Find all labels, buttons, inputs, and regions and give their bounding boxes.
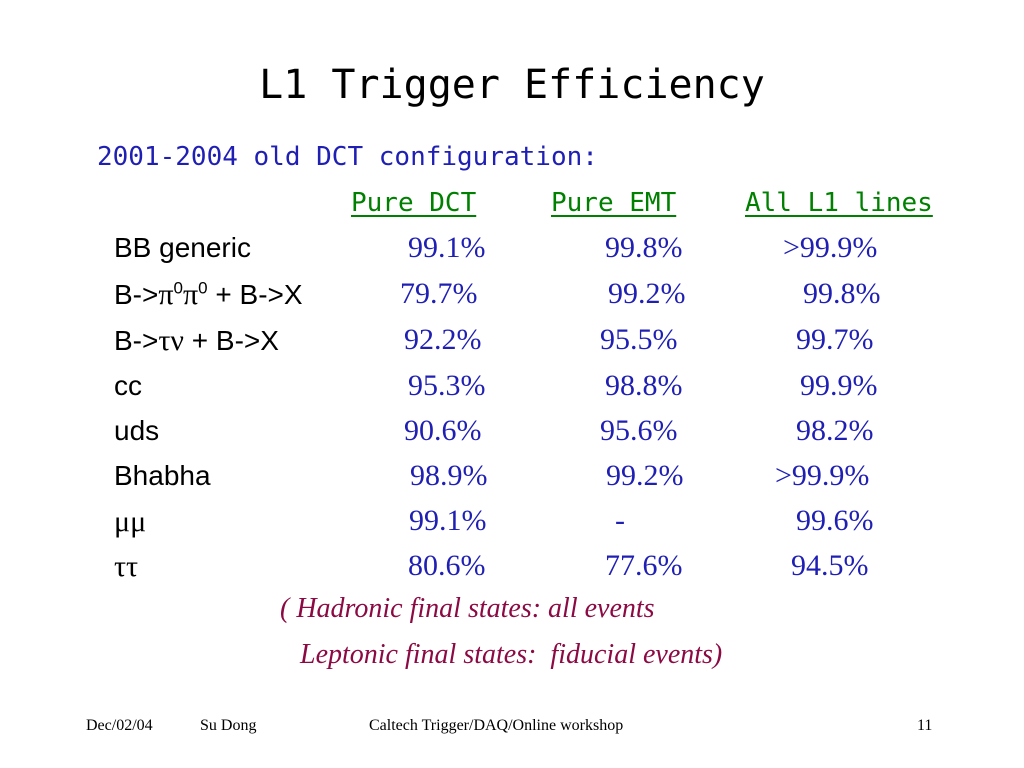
row-label-bhabha: Bhabha <box>114 460 211 491</box>
footer-author: Su Dong <box>200 717 257 734</box>
value-b-pi0pi0-all-l1: 99.8% <box>803 277 881 310</box>
row-label-b-taunu: B->τν + B->X <box>114 324 279 358</box>
footer-event: Caltech Trigger/DAQ/Online workshop <box>369 717 624 734</box>
value-bhabha-all-l1: >99.9% <box>775 459 870 492</box>
value-b-taunu-all-l1: 99.7% <box>796 323 874 356</box>
value-mumu-pure-dct: 99.1% <box>409 504 487 537</box>
note-leptonic: Leptonic final states: fiducial events) <box>300 639 723 670</box>
value-cc-pure-dct: 95.3% <box>408 369 486 402</box>
value-bb-generic-pure-emt: 99.8% <box>605 231 683 264</box>
value-b-taunu-pure-dct: 92.2% <box>404 323 482 356</box>
value-b-pi0pi0-pure-emt: 99.2% <box>608 277 686 310</box>
value-uds-pure-emt: 95.6% <box>600 414 678 447</box>
pi-symbol: π <box>158 278 174 311</box>
column-header-pure-emt: Pure EMT <box>551 188 677 218</box>
tau-nu-symbol: τν <box>158 324 184 357</box>
row-label-bb-generic: BB generic <box>114 232 251 263</box>
superscript-zero: 0 <box>198 278 208 298</box>
label-part: B-> <box>114 325 159 356</box>
value-uds-pure-dct: 90.6% <box>404 414 482 447</box>
row-label-tautau: ττ <box>114 550 139 583</box>
label-part: + B->X <box>207 279 303 310</box>
value-bb-generic-pure-dct: 99.1% <box>408 231 486 264</box>
footer-page-number: 11 <box>917 717 933 734</box>
subtitle: 2001-2004 old DCT configuration: <box>97 142 598 172</box>
value-bhabha-pure-dct: 98.9% <box>410 459 488 492</box>
column-header-pure-dct: Pure DCT <box>351 188 477 218</box>
value-cc-pure-emt: 98.8% <box>605 369 683 402</box>
row-label-b-pi0pi0: B->π0π0 + B->X <box>114 278 303 312</box>
superscript-zero: 0 <box>173 278 183 298</box>
value-mumu-all-l1: 99.6% <box>796 504 874 537</box>
value-bb-generic-all-l1: >99.9% <box>783 231 878 264</box>
value-mumu-pure-emt: - <box>615 504 625 537</box>
footer-date: Dec/02/04 <box>86 717 153 734</box>
row-label-uds: uds <box>114 415 160 446</box>
value-uds-all-l1: 98.2% <box>796 414 874 447</box>
value-cc-all-l1: 99.9% <box>800 369 878 402</box>
value-tautau-pure-emt: 77.6% <box>605 549 683 582</box>
row-label-mumu: μμ <box>114 505 147 538</box>
value-bhabha-pure-emt: 99.2% <box>606 459 684 492</box>
label-part: B-> <box>114 279 159 310</box>
value-b-pi0pi0-pure-dct: 79.7% <box>400 277 478 310</box>
slide-title: L1 Trigger Efficiency <box>259 62 765 108</box>
value-tautau-all-l1: 94.5% <box>791 549 869 582</box>
row-label-cc: cc <box>114 370 142 401</box>
value-b-taunu-pure-emt: 95.5% <box>600 323 678 356</box>
value-tautau-pure-dct: 80.6% <box>408 549 486 582</box>
note-hadronic: ( Hadronic final states: all events <box>280 593 655 624</box>
label-part: + B->X <box>183 325 279 356</box>
column-header-all-l1-lines: All L1 lines <box>745 188 933 218</box>
pi-symbol: π <box>182 278 199 311</box>
